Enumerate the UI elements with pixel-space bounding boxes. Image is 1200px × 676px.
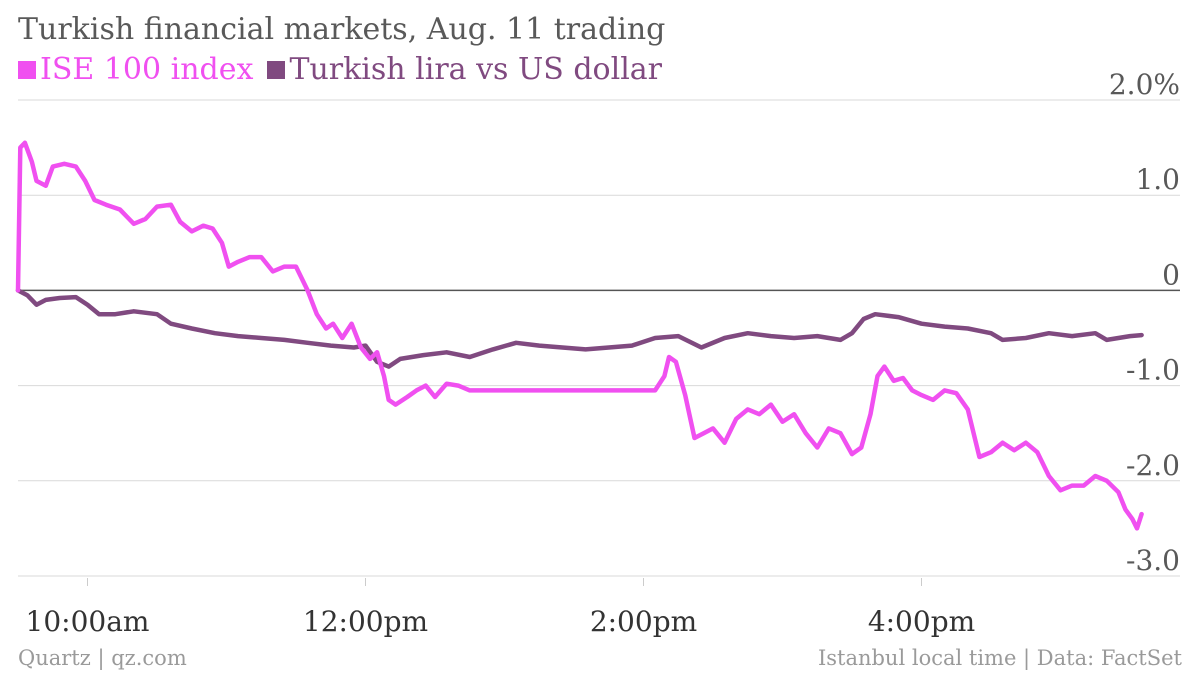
legend-label-lira: Turkish lira vs US dollar [289,52,663,87]
y-tick-label: 0 [1162,258,1180,291]
x-tick-label: 10:00am [26,605,150,638]
legend-label-ise-100: ISE 100 index [40,52,254,87]
legend: ISE 100 index Turkish lira vs US dollar [18,52,676,87]
series-line-lira [15,288,1144,369]
series-line-ise-100 [15,140,1144,531]
y-tick-label: 2.0% [1109,68,1180,101]
legend-swatch-ise-100 [18,60,36,79]
y-tick-label: 1.0 [1135,163,1180,196]
chart-title: Turkish financial markets, Aug. 11 tradi… [18,12,666,47]
legend-swatch-lira [267,60,286,79]
x-tick-label: 12:00pm [303,605,428,638]
footer-note: Istanbul local time | Data: FactSet [817,646,1182,670]
x-tick-label: 2:00pm [590,605,697,638]
y-tick-label: -2.0 [1126,449,1180,482]
y-tick-label: -3.0 [1126,544,1180,577]
footer-source: Quartz | qz.com [18,646,187,670]
y-tick-label: -1.0 [1126,354,1180,387]
x-tick-label: 4:00pm [868,605,975,638]
legend-item-lira: Turkish lira vs US dollar [267,52,662,87]
legend-item-ise-100: ISE 100 index [18,52,253,87]
